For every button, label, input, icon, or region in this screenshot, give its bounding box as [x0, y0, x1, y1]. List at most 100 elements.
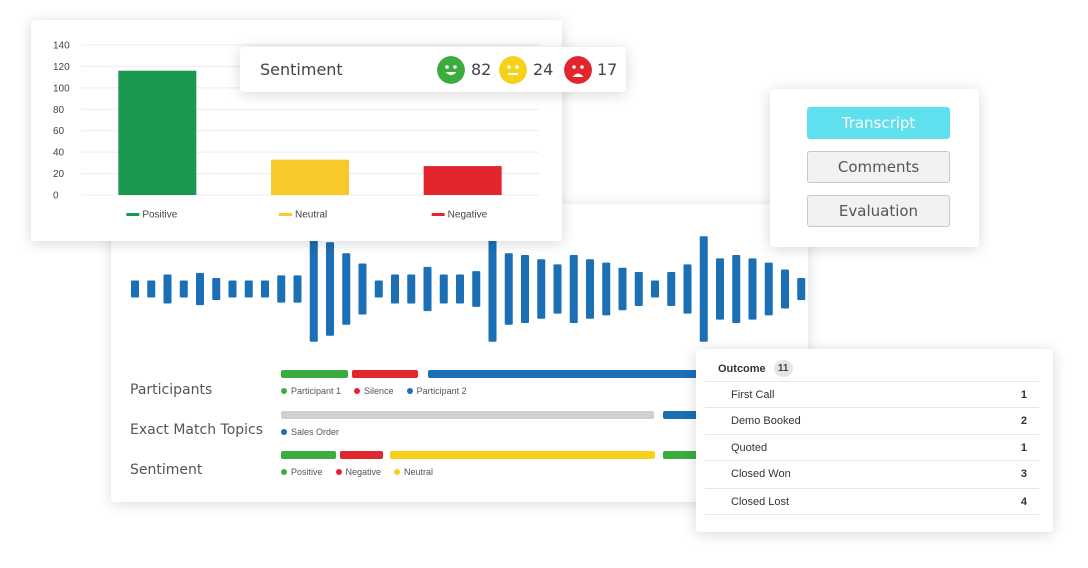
waveform-bar	[131, 280, 139, 298]
view-tabs-panel: Transcript Comments Evaluation	[770, 89, 979, 247]
y-tick-label: 80	[53, 105, 65, 116]
outcome-title: Outcome	[718, 362, 766, 375]
outcome-row-label: Closed Lost	[731, 496, 790, 508]
outcome-row[interactable]: Closed Won 3	[705, 460, 1039, 487]
outcome-row-label: Demo Booked	[731, 415, 801, 427]
outcome-row-label: Quoted	[731, 442, 768, 454]
legend-label: Participant 1	[291, 386, 342, 396]
waveform-bar	[147, 280, 156, 298]
y-tick-label: 140	[53, 41, 70, 52]
bar-negative[interactable]	[423, 166, 502, 195]
outcome-row-value: 3	[1020, 468, 1027, 480]
waveform-bar	[618, 267, 627, 311]
participants-legend: Participant 1 Silence Participant 2	[281, 386, 467, 396]
exact-match-topics-label: Exact Match Topics	[130, 422, 264, 438]
participant-1-segment[interactable]	[281, 370, 348, 378]
waveform-bar	[326, 242, 334, 336]
bar-positive[interactable]	[118, 70, 197, 195]
y-tick-label: 60	[53, 126, 65, 137]
sentiment-track-legend: Positive Negative Neutral	[281, 467, 433, 477]
waveform-bar	[179, 280, 188, 298]
waveform-bar	[651, 280, 659, 298]
topics-legend: Sales Order	[281, 427, 339, 437]
y-tick-label: 100	[53, 83, 70, 94]
legend-dot	[406, 388, 413, 394]
y-tick-label: 0	[53, 191, 59, 202]
waveform-bar	[342, 253, 351, 325]
participants-label: Participants	[130, 382, 213, 398]
outcome-row[interactable]: Closed Lost 4	[705, 488, 1039, 515]
tab-evaluation[interactable]: Evaluation	[807, 195, 950, 227]
waveform-bar	[244, 280, 253, 298]
happy-face-icon	[437, 56, 465, 84]
waveform-bar	[504, 253, 513, 325]
outcome-count-badge: 11	[773, 360, 793, 377]
legend-label: Sales Order	[291, 427, 340, 437]
sad-face-icon	[564, 56, 592, 84]
waveform-bar	[797, 277, 806, 301]
outcome-row-value: 4	[1020, 496, 1027, 508]
waveform-bar	[439, 274, 448, 304]
waveform-bar	[748, 258, 757, 320]
waveform-bar	[212, 277, 221, 301]
waveform-bar	[228, 280, 237, 298]
waveform-bar	[634, 272, 643, 306]
waveform-bar	[586, 259, 594, 319]
waveform-bar	[602, 262, 611, 316]
sentiment-bar-chart: 140 120 100 80 60 40 20 0 Positive Neutral Negativ…	[53, 41, 539, 221]
outcome-panel: Outcome 11 First Call 1 Demo Booked 2 Qu…	[696, 349, 1053, 532]
waveform-bar	[699, 236, 708, 342]
legend-swatch	[126, 213, 140, 216]
legend-dot	[281, 429, 287, 435]
positive-segment[interactable]	[281, 451, 336, 459]
waveform-bar	[293, 275, 302, 303]
waveform-bar	[667, 272, 676, 306]
waveform-bar	[732, 255, 741, 323]
waveform-bar	[309, 236, 318, 342]
waveform-bar	[521, 255, 529, 323]
outcome-row-label: First Call	[731, 389, 775, 401]
waveform-bar	[764, 262, 773, 316]
waveform-bar	[488, 236, 497, 342]
legend-dot	[281, 469, 287, 475]
waveform-bar	[423, 266, 432, 312]
legend-label: Participant 2	[416, 386, 467, 396]
waveform-bar	[261, 280, 269, 298]
participant-2-segment[interactable]	[428, 370, 808, 378]
y-tick-label: 120	[53, 62, 70, 73]
outcome-row[interactable]: Quoted 1	[705, 434, 1039, 461]
outcome-header: Outcome 11	[718, 360, 793, 377]
legend-label: Positive	[142, 210, 177, 221]
negative-segment[interactable]	[340, 451, 383, 459]
neutral-segment[interactable]	[390, 451, 655, 459]
outcome-row[interactable]: First Call 1	[705, 381, 1039, 408]
bar-neutral[interactable]	[271, 159, 349, 195]
legend-swatch	[279, 213, 292, 216]
waveform-bar	[683, 264, 692, 314]
legend-dot	[281, 388, 287, 394]
waveform-bar	[456, 274, 464, 304]
waveform-bar	[374, 280, 383, 298]
legend-dot	[394, 469, 401, 475]
waveform-bar	[196, 272, 204, 306]
outcome-row[interactable]: Demo Booked 2	[705, 407, 1039, 434]
silence-segment[interactable]	[352, 370, 418, 378]
waveform-bar	[407, 274, 416, 304]
waveform-bar	[277, 275, 286, 303]
legend-swatch	[431, 213, 445, 216]
sentiment-track-label: Sentiment	[130, 462, 203, 478]
topic-gap-segment[interactable]	[281, 411, 654, 419]
positive-count: 82	[471, 60, 492, 79]
sentiment-summary: Sentiment 82 24 17	[240, 47, 626, 92]
audio-waveform[interactable]	[111, 204, 808, 364]
negative-count: 17	[597, 60, 618, 79]
tab-transcript[interactable]: Transcript	[807, 107, 950, 139]
waveform-bar	[716, 258, 724, 320]
waveform-bar	[781, 269, 789, 309]
legend-label: Negative	[345, 467, 382, 477]
waveform-bar	[569, 255, 578, 323]
legend-label: Positive	[291, 467, 323, 477]
y-tick-label: 40	[53, 148, 65, 159]
waveform-bar	[553, 264, 562, 314]
tab-comments[interactable]: Comments	[807, 151, 950, 183]
